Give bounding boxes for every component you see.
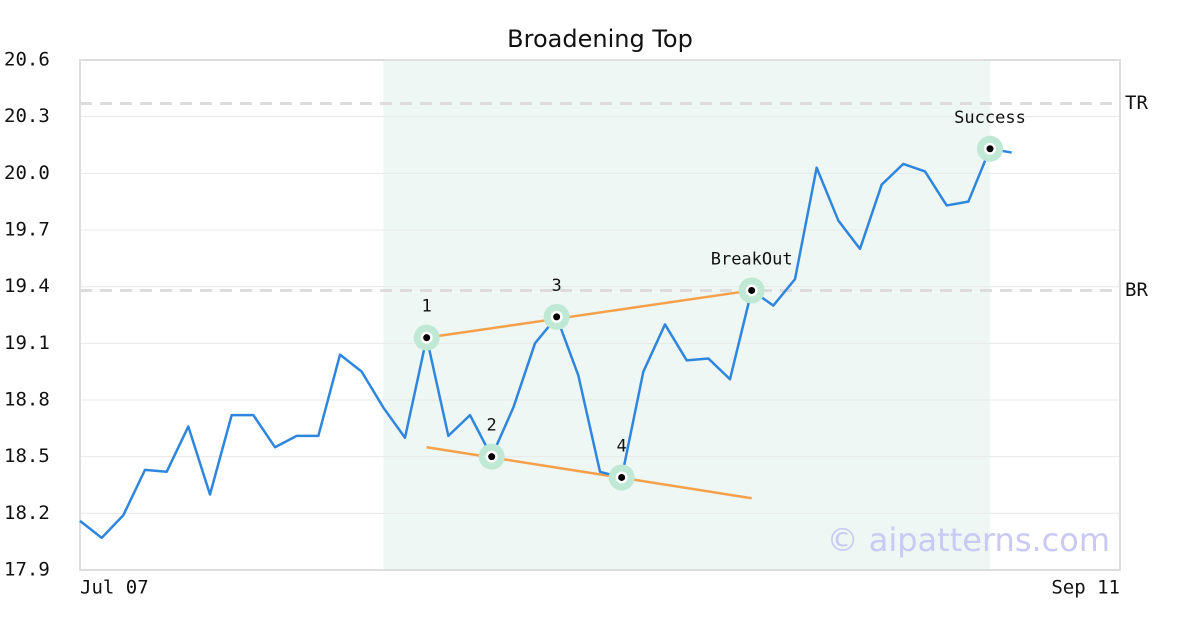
trendline — [426, 289, 752, 339]
annotation-label: 1 — [422, 297, 432, 317]
y-tick-label: 18.2 — [4, 502, 50, 524]
annotation-point — [423, 334, 431, 342]
y-tick-label: 17.9 — [4, 559, 50, 581]
level-label: TR — [1125, 92, 1148, 114]
y-tick-label: 20.6 — [4, 49, 50, 71]
price-line — [79, 147, 1012, 540]
annotation-point — [488, 453, 496, 461]
annotation-label: Success — [954, 108, 1026, 128]
annotation-label: BreakOut — [711, 249, 793, 269]
annotation-label: 3 — [552, 276, 562, 296]
pattern-region — [383, 60, 990, 570]
plot-frame — [79, 59, 1121, 571]
y-tick-label: 18.5 — [4, 445, 50, 467]
y-tick-label: 19.7 — [4, 219, 50, 241]
y-tick-label: 19.1 — [4, 332, 50, 354]
y-tick-label: 18.8 — [4, 389, 50, 411]
y-tick-label: 20.0 — [4, 162, 50, 184]
chart-title: Broadening Top — [507, 25, 693, 53]
annotation-point — [748, 286, 756, 294]
x-tick-label: Sep 11 — [1051, 577, 1120, 599]
annotation-label: 2 — [487, 416, 497, 436]
annotation-point — [986, 145, 994, 153]
level-label: BR — [1125, 279, 1148, 301]
y-tick-label: 20.3 — [4, 105, 50, 127]
annotation-point — [618, 473, 626, 481]
y-tick-label: 19.4 — [4, 275, 50, 297]
x-tick-label: Jul 07 — [80, 577, 149, 599]
watermark: © aipatterns.com — [827, 521, 1110, 559]
annotation-label: 4 — [617, 436, 627, 456]
annotation-point — [553, 313, 561, 321]
